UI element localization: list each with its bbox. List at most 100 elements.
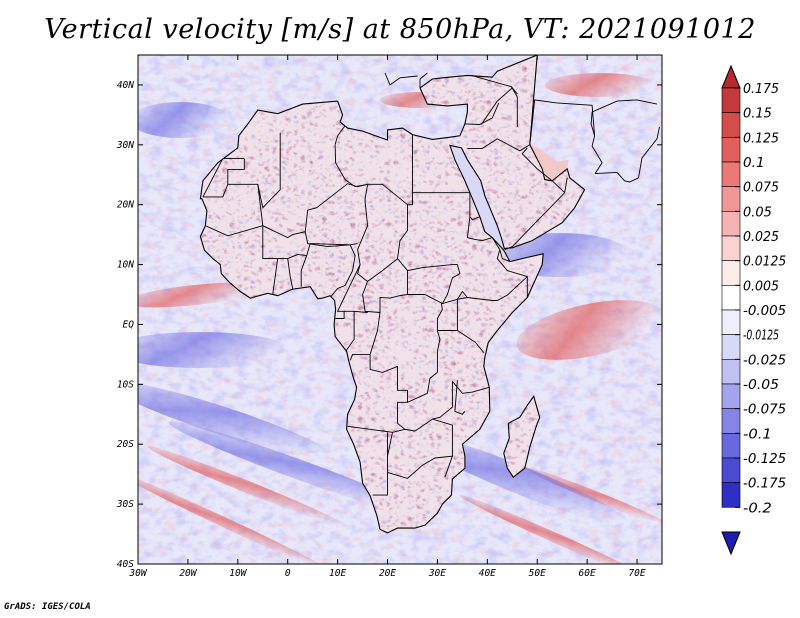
colorbar-swatch	[721, 309, 741, 335]
colorbar-max-arrow	[721, 64, 741, 89]
country-border	[362, 275, 528, 313]
country-border	[344, 310, 368, 313]
country-border	[536, 168, 566, 194]
country-border	[556, 102, 603, 174]
colorbar-label: -0.0125	[743, 329, 779, 344]
country-border	[521, 147, 538, 170]
colorbar-swatch	[721, 260, 741, 286]
colorbar-label: 0.025	[743, 230, 779, 245]
country-border	[419, 72, 428, 88]
colorbar-label: 0.175	[743, 82, 779, 97]
colorbar-swatch	[721, 457, 741, 483]
red-sea	[449, 145, 505, 251]
africa-arabia-coastline	[199, 55, 586, 534]
colorbar-label: 0.075	[743, 181, 779, 196]
map-plot-area	[138, 55, 662, 564]
country-border	[496, 249, 528, 278]
country-border	[595, 126, 660, 183]
colorbar-swatch	[721, 433, 741, 459]
country-border	[467, 138, 531, 152]
colorbar-label: -0.1	[743, 427, 772, 442]
colorbar-label: -0.175	[743, 477, 786, 492]
colorbar-label: 0.1	[743, 156, 765, 171]
country-border	[202, 158, 245, 198]
country-border	[457, 290, 468, 300]
lon-tick-label: 10E	[329, 568, 346, 579]
lat-tick-label: EQ	[123, 319, 135, 330]
country-border	[432, 381, 453, 420]
lat-tick-label: 30N	[116, 140, 134, 151]
country-border	[590, 99, 658, 136]
country-border	[529, 99, 557, 145]
colorbar-swatch	[721, 334, 741, 360]
country-border	[345, 311, 355, 352]
lat-axis: 40N 30N 20N 10N EQ 10S 20S 30S 40S	[116, 80, 662, 570]
country-borders	[202, 72, 660, 496]
colorbar-swatch	[721, 408, 741, 434]
country-border	[471, 74, 518, 95]
colorbar-swatch	[721, 186, 741, 212]
country-border	[306, 243, 351, 256]
madagascar-coastline	[503, 395, 541, 478]
colorbar-swatch	[721, 211, 741, 237]
lon-tick-label: 0	[285, 568, 291, 579]
colorbar-swatch	[721, 235, 741, 261]
country-border	[407, 372, 438, 403]
colorbar-label: 0.0125	[743, 255, 786, 270]
lat-tick-label: 30S	[116, 499, 134, 510]
lon-tick-label: 40E	[479, 568, 496, 579]
country-border	[300, 255, 308, 287]
colorbar-swatch	[721, 87, 741, 113]
country-border	[469, 192, 480, 221]
country-border	[466, 216, 501, 250]
colorbar-label: 0.15	[743, 107, 772, 122]
lat-tick-label: 10S	[117, 379, 134, 390]
colorbar-label: -0.2	[743, 501, 772, 516]
lon-tick-label: 30E	[428, 568, 446, 579]
colorbar-swatch	[721, 137, 741, 163]
lat-tick-label: 20N	[117, 200, 134, 211]
country-border	[480, 87, 513, 125]
country-border	[347, 425, 416, 433]
country-border	[442, 264, 461, 304]
country-border	[369, 354, 416, 432]
colorbar-swatch	[721, 112, 741, 138]
country-border	[414, 418, 453, 457]
lon-tick-label: 10W	[229, 568, 247, 579]
country-border	[504, 177, 568, 251]
colorbar-label: 0.005	[743, 279, 779, 294]
lon-tick-label: 30W	[128, 568, 147, 579]
lat-tick-label: 20S	[117, 439, 134, 450]
map-title: Vertical velocity [m/s] at 850hPa, VT: 2…	[44, 14, 756, 45]
lon-tick-label: 60E	[579, 568, 596, 579]
persian-gulf	[529, 144, 569, 181]
country-border	[272, 258, 279, 295]
colorbar-swatch	[721, 383, 741, 409]
lon-tick-label: 20E	[379, 568, 396, 579]
country-border	[257, 132, 281, 209]
country-border	[202, 158, 245, 198]
lon-axis: 30W 20W 10W 0 10E 20E 30E 40E 50E 60E 70E	[128, 55, 646, 579]
lat-tick-label: 40S	[117, 559, 134, 570]
country-border	[454, 380, 466, 415]
country-border	[510, 86, 518, 127]
colorbar: 0.175 0.15 0.125 0.1 0.075 0.05 0.025 0.0125 0.0…	[721, 64, 786, 556]
plot-frame	[137, 54, 663, 565]
country-border	[304, 231, 358, 248]
colorbar-label: -0.05	[743, 378, 779, 393]
grads-credit: GrADS: IGES/COLA	[4, 602, 91, 612]
country-border	[262, 225, 307, 260]
colorbar-swatch	[721, 161, 741, 187]
colorbar-label: 0.05	[743, 205, 772, 220]
country-border	[387, 455, 454, 479]
country-border	[357, 243, 398, 282]
colorbar-label: 0.125	[743, 131, 779, 146]
country-border	[436, 303, 443, 331]
country-border	[334, 125, 346, 145]
lon-tick-label: 50E	[529, 568, 546, 579]
colorbar-label: -0.125	[743, 452, 786, 467]
country-border	[287, 258, 294, 289]
country-border	[330, 244, 356, 298]
country-border	[387, 432, 393, 457]
